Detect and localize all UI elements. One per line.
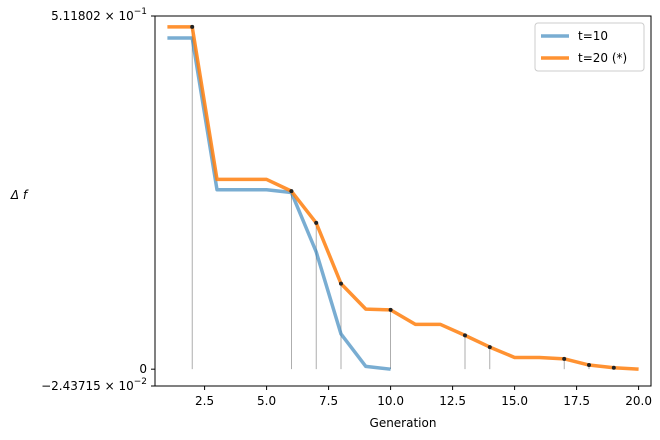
- data-marker: [388, 307, 393, 312]
- data-marker: [190, 24, 195, 29]
- data-marker: [587, 363, 591, 368]
- data-marker: [314, 220, 319, 225]
- y-axis-label: Δ f: [10, 188, 29, 202]
- data-marker: [289, 189, 294, 194]
- data-marker: [487, 345, 492, 350]
- y-tick-label: −2.43715 × 10−2: [41, 377, 147, 393]
- series-lines: [167, 25, 639, 371]
- data-marker: [463, 333, 467, 338]
- legend-label: t=10: [578, 29, 608, 43]
- legend: t=10 t=20 (*): [534, 22, 645, 72]
- x-axis-label: Generation: [370, 416, 437, 430]
- x-tick-label: 15.0: [501, 394, 528, 408]
- y-tick-label: 5.11802 × 10−1: [51, 7, 147, 23]
- data-marker: [611, 365, 616, 370]
- x-tick-label: 12.5: [439, 394, 466, 408]
- data-marker: [562, 356, 567, 361]
- x-tick-label: 5.0: [257, 394, 276, 408]
- markers: [190, 24, 616, 370]
- x-tick-label: 17.5: [563, 394, 590, 408]
- x-ticks: 2.5 5.0 7.5 10.0 12.5 15.0 17.5 20.0: [195, 386, 652, 408]
- y-tick-label: 0: [139, 362, 147, 376]
- legend-label: t=20 (*): [578, 51, 627, 65]
- plot-frame: [154, 15, 652, 387]
- x-tick-label: 20.0: [625, 394, 652, 408]
- data-marker: [339, 281, 343, 286]
- x-tick-label: 7.5: [319, 394, 338, 408]
- x-tick-label: 10.0: [377, 394, 404, 408]
- y-ticks: 5.11802 × 10−1 0−2.43715 × 10−2: [41, 7, 155, 393]
- x-tick-label: 2.5: [195, 394, 214, 408]
- series-line-2: [167, 25, 639, 371]
